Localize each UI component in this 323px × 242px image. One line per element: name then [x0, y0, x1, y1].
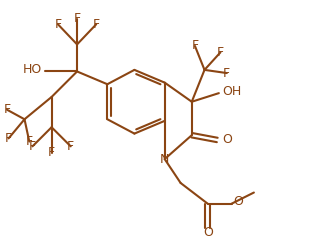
Text: F: F	[217, 46, 224, 59]
Text: O: O	[233, 195, 243, 208]
Text: F: F	[54, 18, 61, 31]
Text: F: F	[192, 39, 199, 53]
Text: F: F	[93, 18, 100, 31]
Text: F: F	[26, 135, 33, 148]
Text: O: O	[222, 134, 232, 146]
Text: F: F	[223, 67, 230, 80]
Text: F: F	[67, 140, 74, 153]
Text: F: F	[29, 140, 36, 153]
Text: N: N	[160, 153, 169, 166]
Text: OH: OH	[223, 85, 242, 98]
Text: F: F	[48, 146, 55, 159]
Text: F: F	[5, 132, 12, 145]
Text: F: F	[74, 12, 81, 25]
Text: O: O	[203, 226, 213, 239]
Text: HO: HO	[23, 63, 42, 76]
Text: F: F	[4, 103, 11, 116]
